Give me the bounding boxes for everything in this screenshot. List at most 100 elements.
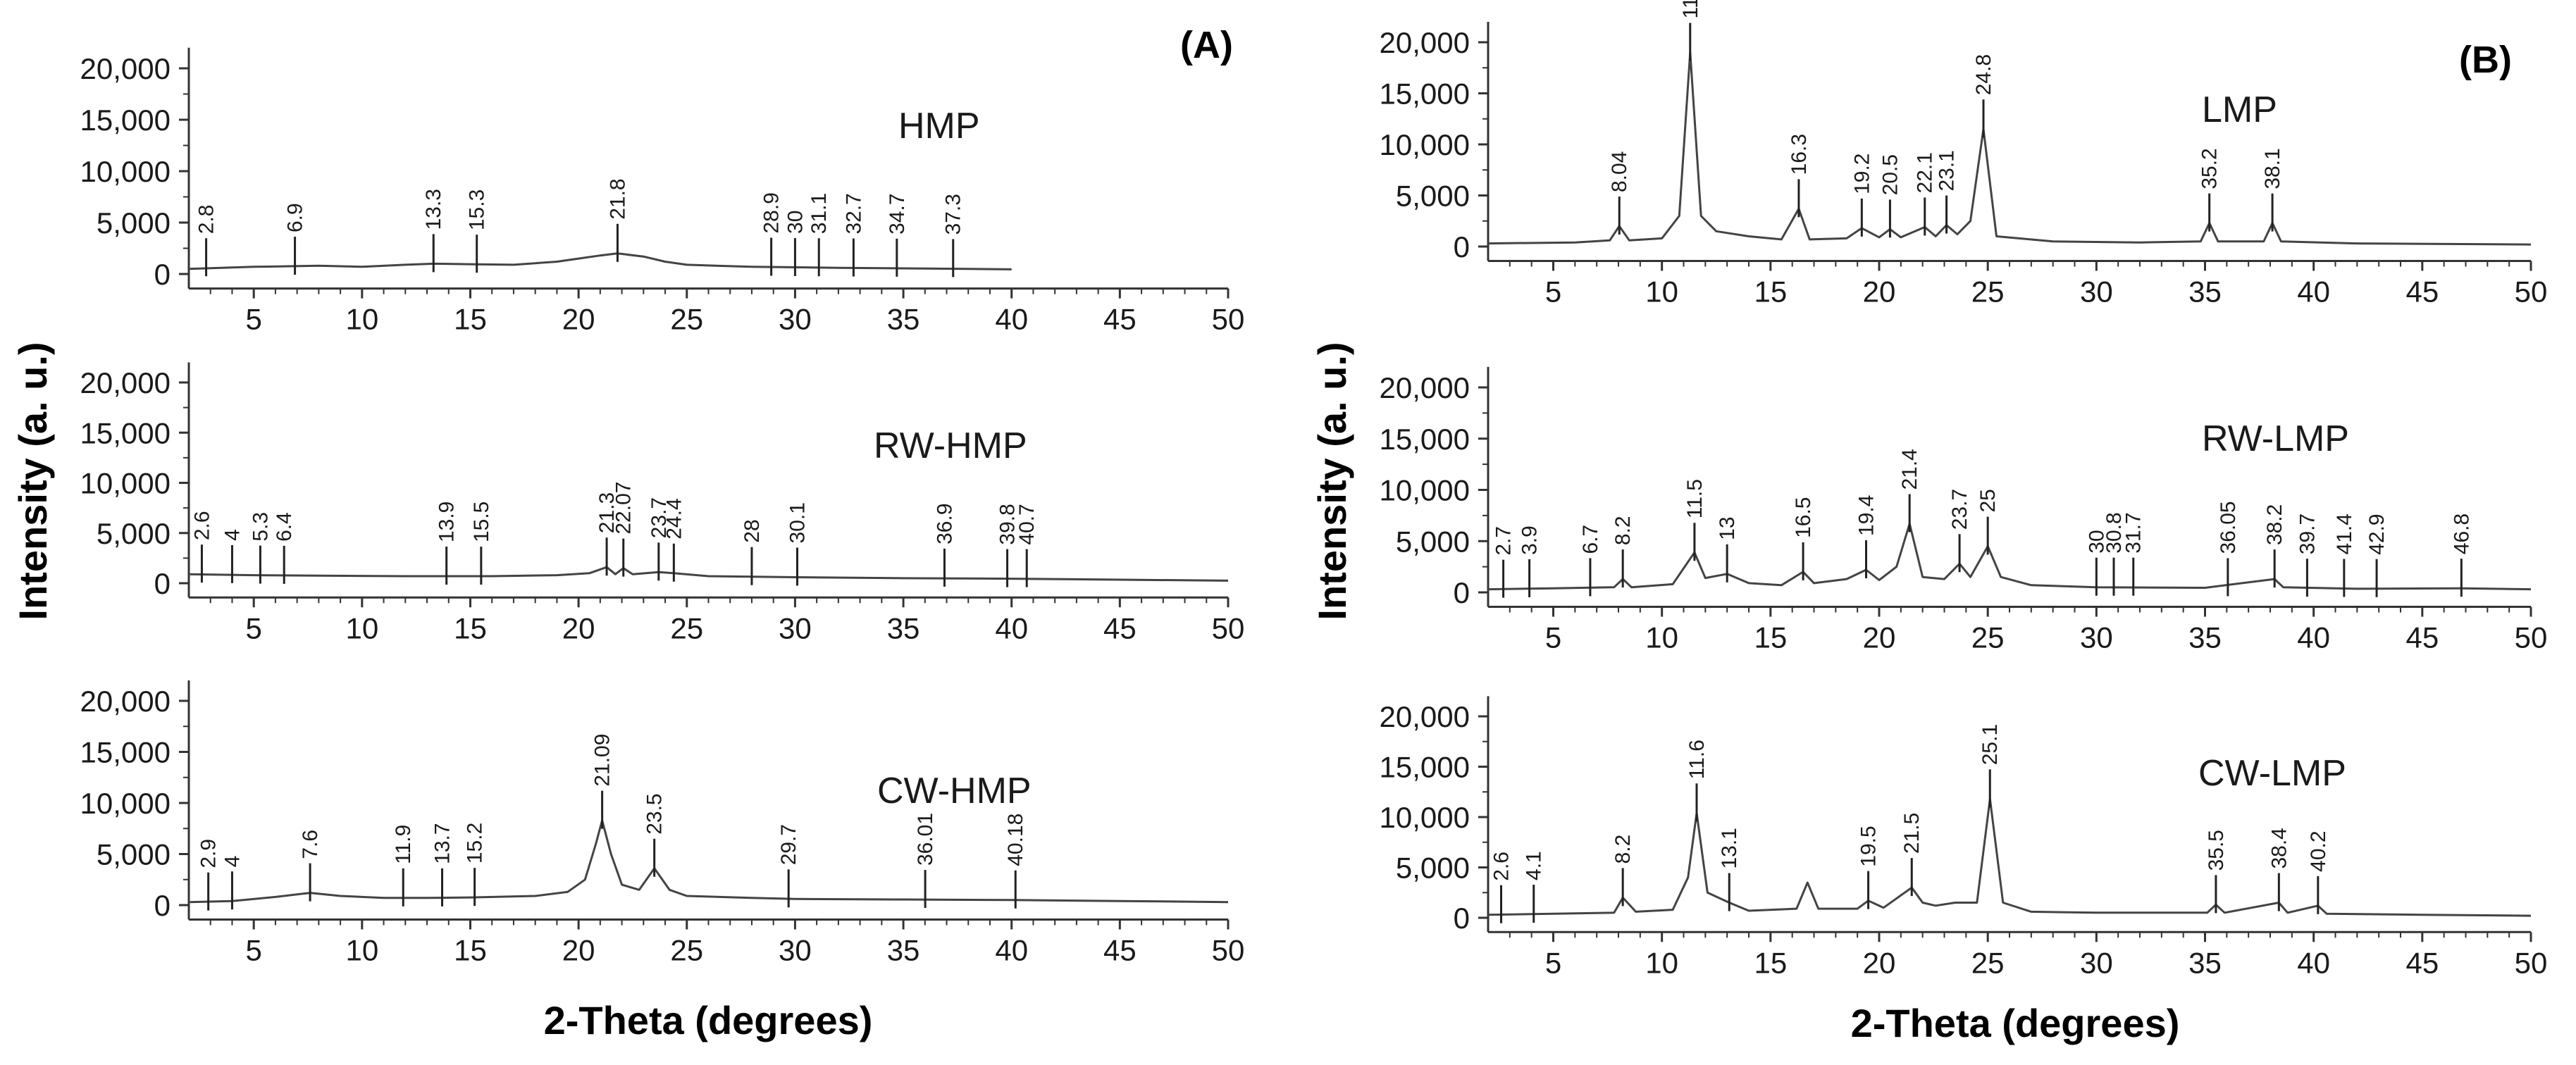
- peak-label: 40.2: [2307, 830, 2330, 871]
- x-tick-label: 40: [2297, 621, 2330, 654]
- x-tick-label: 10: [345, 934, 378, 967]
- x-tick-label: 30: [779, 934, 812, 967]
- x-tick-label: 15: [1754, 621, 1787, 654]
- chart-rw-hmp: 0 5,000 10,000 15,000 20,000 5 10 15 20 25 30 35 40 4…: [80, 362, 1245, 644]
- peak-label: 35.2: [2198, 148, 2222, 189]
- y-tick-label: 15,000: [80, 104, 171, 137]
- y-tick-label: 20,000: [1380, 371, 1470, 404]
- x-tick-label: 50: [1212, 934, 1245, 967]
- y-tick-label: 5,000: [97, 838, 171, 871]
- y-tick-label: 5,000: [1396, 852, 1470, 885]
- peak-label: 15.5: [470, 502, 493, 542]
- peak-label: 16.3: [1788, 134, 1811, 175]
- peak-label: 3.9: [1518, 525, 1542, 555]
- sample-title: RW-LMP: [2202, 418, 2349, 459]
- peak-label: 39.8: [996, 504, 1020, 544]
- x-tick-label: 30: [779, 303, 812, 336]
- y-tick-label: 0: [1454, 902, 1470, 935]
- peak-label: 36.05: [2217, 501, 2240, 554]
- x-tick-label: 40: [995, 611, 1028, 644]
- y-tick-label: 20,000: [80, 52, 171, 85]
- sample-title: CW-HMP: [877, 771, 1032, 811]
- x-tick-label: 20: [562, 303, 595, 336]
- x-tick-label: 15: [454, 611, 487, 644]
- y-tick-label: 0: [1454, 576, 1470, 609]
- peak-label: 11.6: [1685, 740, 1709, 779]
- peak-label: 13: [1716, 516, 1739, 540]
- peak-label: 11.3: [1679, 0, 1702, 19]
- y-tick-label: 10,000: [80, 787, 171, 820]
- x-tick-label: 50: [1212, 611, 1245, 644]
- peak-label: 41.4: [2333, 513, 2356, 554]
- peak-label: 24.8: [1972, 54, 1995, 95]
- x-tick-label: 35: [2188, 275, 2222, 309]
- x-tick-label: 5: [246, 611, 262, 644]
- peak-label: 38.4: [2267, 828, 2291, 868]
- peak-label: 6.9: [284, 203, 307, 232]
- peak-label: 30.1: [786, 502, 809, 543]
- peak-label: 4: [221, 856, 244, 868]
- peak-label: 24.4: [662, 498, 686, 539]
- peak-label: 22.1: [1914, 152, 1937, 193]
- peak-label: 36.01: [914, 813, 937, 866]
- peak-label: 2.9: [197, 839, 221, 868]
- peak-label: 13.1: [1718, 828, 1741, 868]
- y-tick-label: 15,000: [80, 416, 171, 449]
- x-tick-label: 50: [2515, 621, 2548, 654]
- peak-label: 11.9: [392, 825, 415, 864]
- x-tick-label: 40: [2297, 275, 2330, 309]
- y-tick-label: 5,000: [1396, 180, 1470, 213]
- x-tick-label: 40: [995, 303, 1028, 336]
- y-axis-title-a: Intensity (a. u.): [11, 342, 55, 620]
- x-tick-label: 10: [345, 303, 378, 336]
- x-tick-label: 30: [779, 611, 812, 644]
- chart-hmp: 0 5,000 10,000 15,000 20,000 5 10 15 20 25 30 35 40 4…: [80, 47, 1245, 336]
- x-tick-label: 35: [2188, 621, 2222, 654]
- panel-label-b: (B): [2459, 39, 2512, 81]
- x-tick-label: 20: [1863, 946, 1896, 979]
- peak-label: 23.7: [1948, 489, 1971, 530]
- peak-label: 34.7: [886, 193, 909, 234]
- peak-label: 6.7: [1579, 525, 1602, 554]
- sample-title: HMP: [898, 106, 980, 147]
- peak-label: 13.9: [435, 502, 459, 542]
- peak-label: 7.6: [299, 830, 322, 859]
- peak-label: 8.04: [1608, 151, 1631, 192]
- peak-label: 23.7: [648, 497, 671, 538]
- peak-label: 42.9: [2365, 513, 2389, 554]
- x-tick-label: 15: [454, 934, 487, 967]
- peak-label: 38.2: [2263, 504, 2286, 545]
- peak-label: 21.5: [1900, 813, 1924, 854]
- chart-rw-lmp: 0 5,000 10,000 15,000 20,000 5 10 15 20 25 30 35 40 4…: [1380, 366, 2548, 654]
- peak-label: 20.5: [1878, 154, 1902, 195]
- x-tick-label: 35: [887, 611, 920, 644]
- x-tick-label: 25: [670, 611, 703, 644]
- peak-label: 15.2: [464, 823, 487, 864]
- peak-label: 25.1: [1979, 724, 2002, 765]
- x-tick-label: 35: [887, 934, 920, 967]
- x-tick-label: 10: [1645, 275, 1678, 309]
- x-tick-label: 20: [562, 934, 595, 967]
- peak-label: 30.8: [2103, 512, 2126, 553]
- peak-label: 21.09: [591, 734, 614, 787]
- sample-title: LMP: [2202, 89, 2277, 130]
- x-tick-label: 5: [1545, 621, 1561, 654]
- peak-label: 40.18: [1004, 814, 1027, 866]
- sample-title: CW-LMP: [2198, 753, 2346, 794]
- x-tick-label: 5: [246, 303, 262, 336]
- peak-label: 31.7: [2122, 512, 2145, 553]
- peak-label: 8.2: [1611, 516, 1635, 545]
- y-tick-label: 0: [1454, 230, 1470, 263]
- peak-label: 13.7: [431, 823, 454, 864]
- x-tick-label: 45: [1103, 303, 1137, 336]
- y-tick-label: 10,000: [80, 467, 171, 500]
- x-tick-label: 35: [2188, 946, 2222, 979]
- peak-label: 21.8: [606, 178, 629, 219]
- series-line-rw-lmp: [1487, 523, 2532, 591]
- x-tick-label: 30: [2080, 946, 2113, 979]
- peak-label: 28: [741, 519, 764, 542]
- peak-label: 36.9: [933, 503, 956, 544]
- chart-lmp: 0 5,000 10,000 15,000 20,000 5 10 15 20 25 30 35 40 4…: [1380, 0, 2548, 309]
- x-tick-label: 50: [1212, 303, 1245, 336]
- peak-label: 2.8: [195, 205, 218, 235]
